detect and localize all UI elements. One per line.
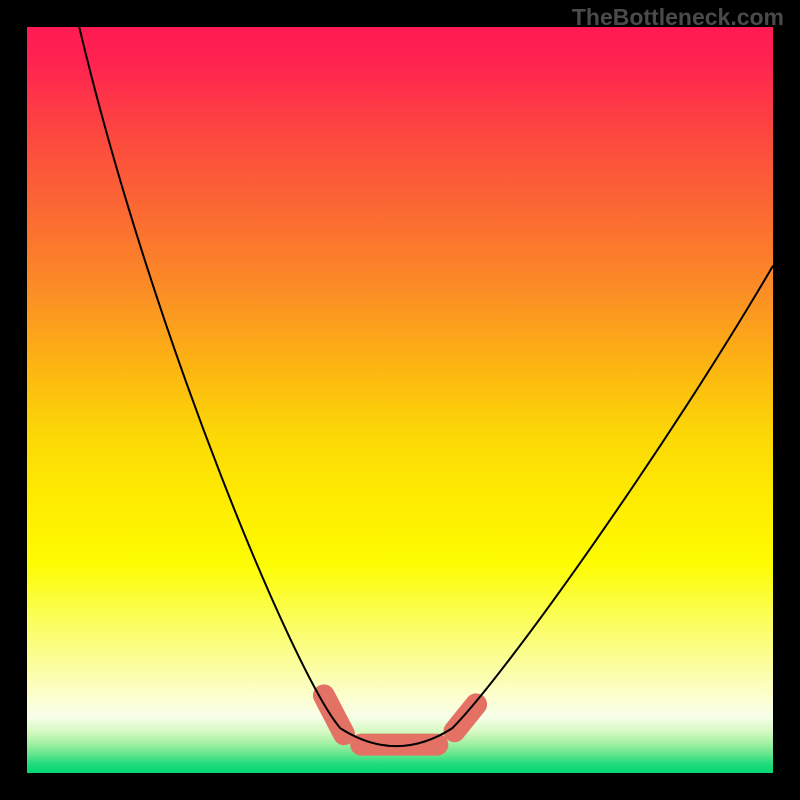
plot-background [27, 27, 773, 773]
watermark-text: TheBottleneck.com [572, 4, 784, 31]
chart-svg [0, 0, 800, 800]
chart-root: TheBottleneck.com [0, 0, 800, 800]
